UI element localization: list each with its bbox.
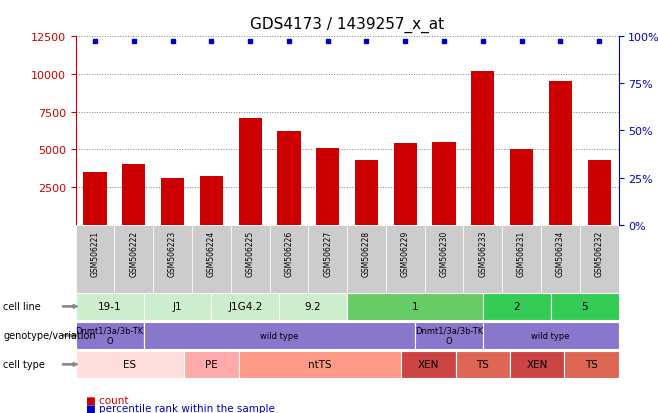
Bar — [455, 351, 510, 378]
Text: GSM506221: GSM506221 — [91, 230, 99, 277]
Text: ■ count: ■ count — [86, 395, 128, 405]
Text: Dnmt1/3a/3b-TK
O: Dnmt1/3a/3b-TK O — [76, 326, 143, 345]
Bar — [502, 225, 541, 293]
Bar — [200, 177, 223, 225]
Bar — [76, 293, 143, 320]
Title: GDS4173 / 1439257_x_at: GDS4173 / 1439257_x_at — [250, 17, 444, 33]
Bar — [415, 322, 483, 349]
Bar — [184, 351, 238, 378]
Text: XEN: XEN — [526, 359, 547, 370]
Bar — [347, 225, 386, 293]
Bar — [143, 322, 415, 349]
Text: TS: TS — [476, 359, 490, 370]
Text: GSM506223: GSM506223 — [168, 230, 177, 277]
Bar — [309, 225, 347, 293]
Text: cell type: cell type — [3, 359, 45, 370]
Bar — [424, 225, 463, 293]
Bar — [316, 148, 340, 225]
Text: J1: J1 — [172, 301, 182, 312]
Bar — [551, 293, 619, 320]
Text: GSM506230: GSM506230 — [440, 230, 449, 277]
Text: J1G4.2: J1G4.2 — [228, 301, 263, 312]
Text: ntTS: ntTS — [308, 359, 332, 370]
Text: GSM506229: GSM506229 — [401, 230, 410, 277]
Text: genotype/variation: genotype/variation — [3, 330, 96, 341]
Text: GSM506224: GSM506224 — [207, 230, 216, 277]
Bar — [580, 225, 619, 293]
Bar — [76, 225, 114, 293]
Bar — [231, 225, 270, 293]
Bar — [114, 225, 153, 293]
Text: 5: 5 — [581, 301, 588, 312]
Bar — [161, 178, 184, 225]
Text: GSM506228: GSM506228 — [362, 230, 371, 277]
Text: ES: ES — [124, 359, 136, 370]
Text: 1: 1 — [412, 301, 418, 312]
Text: GSM506227: GSM506227 — [323, 230, 332, 277]
Bar — [279, 293, 347, 320]
Bar — [192, 225, 231, 293]
Text: GSM506226: GSM506226 — [284, 230, 293, 277]
Bar — [483, 293, 551, 320]
Bar — [549, 82, 572, 225]
Bar — [463, 225, 502, 293]
Bar — [401, 351, 455, 378]
Bar — [347, 293, 483, 320]
Bar — [277, 132, 301, 225]
Text: wild type: wild type — [532, 331, 570, 340]
Bar — [76, 322, 143, 349]
Text: ■ percentile rank within the sample: ■ percentile rank within the sample — [86, 403, 274, 413]
Text: cell line: cell line — [3, 301, 41, 312]
Bar — [588, 160, 611, 225]
Bar — [122, 165, 145, 225]
Text: GSM506225: GSM506225 — [245, 230, 255, 277]
Text: GSM506233: GSM506233 — [478, 230, 488, 277]
Bar — [270, 225, 309, 293]
Text: GSM506231: GSM506231 — [517, 230, 526, 277]
Text: TS: TS — [585, 359, 598, 370]
Text: GSM506234: GSM506234 — [556, 230, 565, 277]
Bar — [541, 225, 580, 293]
Bar — [471, 72, 494, 225]
Bar — [84, 173, 107, 225]
Bar — [238, 119, 262, 225]
Bar — [432, 142, 455, 225]
Text: GSM506222: GSM506222 — [130, 230, 138, 277]
Text: Dnmt1/3a/3b-TK
O: Dnmt1/3a/3b-TK O — [415, 326, 483, 345]
Bar — [143, 293, 211, 320]
Bar — [76, 351, 184, 378]
Text: GSM506232: GSM506232 — [595, 230, 603, 277]
Bar — [355, 160, 378, 225]
Bar — [393, 144, 417, 225]
Bar — [211, 293, 279, 320]
Text: 19-1: 19-1 — [98, 301, 122, 312]
Bar — [238, 351, 401, 378]
Bar — [483, 322, 619, 349]
Bar — [510, 150, 533, 225]
Text: 9.2: 9.2 — [305, 301, 322, 312]
Text: 2: 2 — [513, 301, 520, 312]
Bar — [386, 225, 424, 293]
Bar — [510, 351, 565, 378]
Bar — [153, 225, 192, 293]
Text: XEN: XEN — [418, 359, 439, 370]
Text: PE: PE — [205, 359, 218, 370]
Text: wild type: wild type — [260, 331, 299, 340]
Bar — [564, 351, 619, 378]
